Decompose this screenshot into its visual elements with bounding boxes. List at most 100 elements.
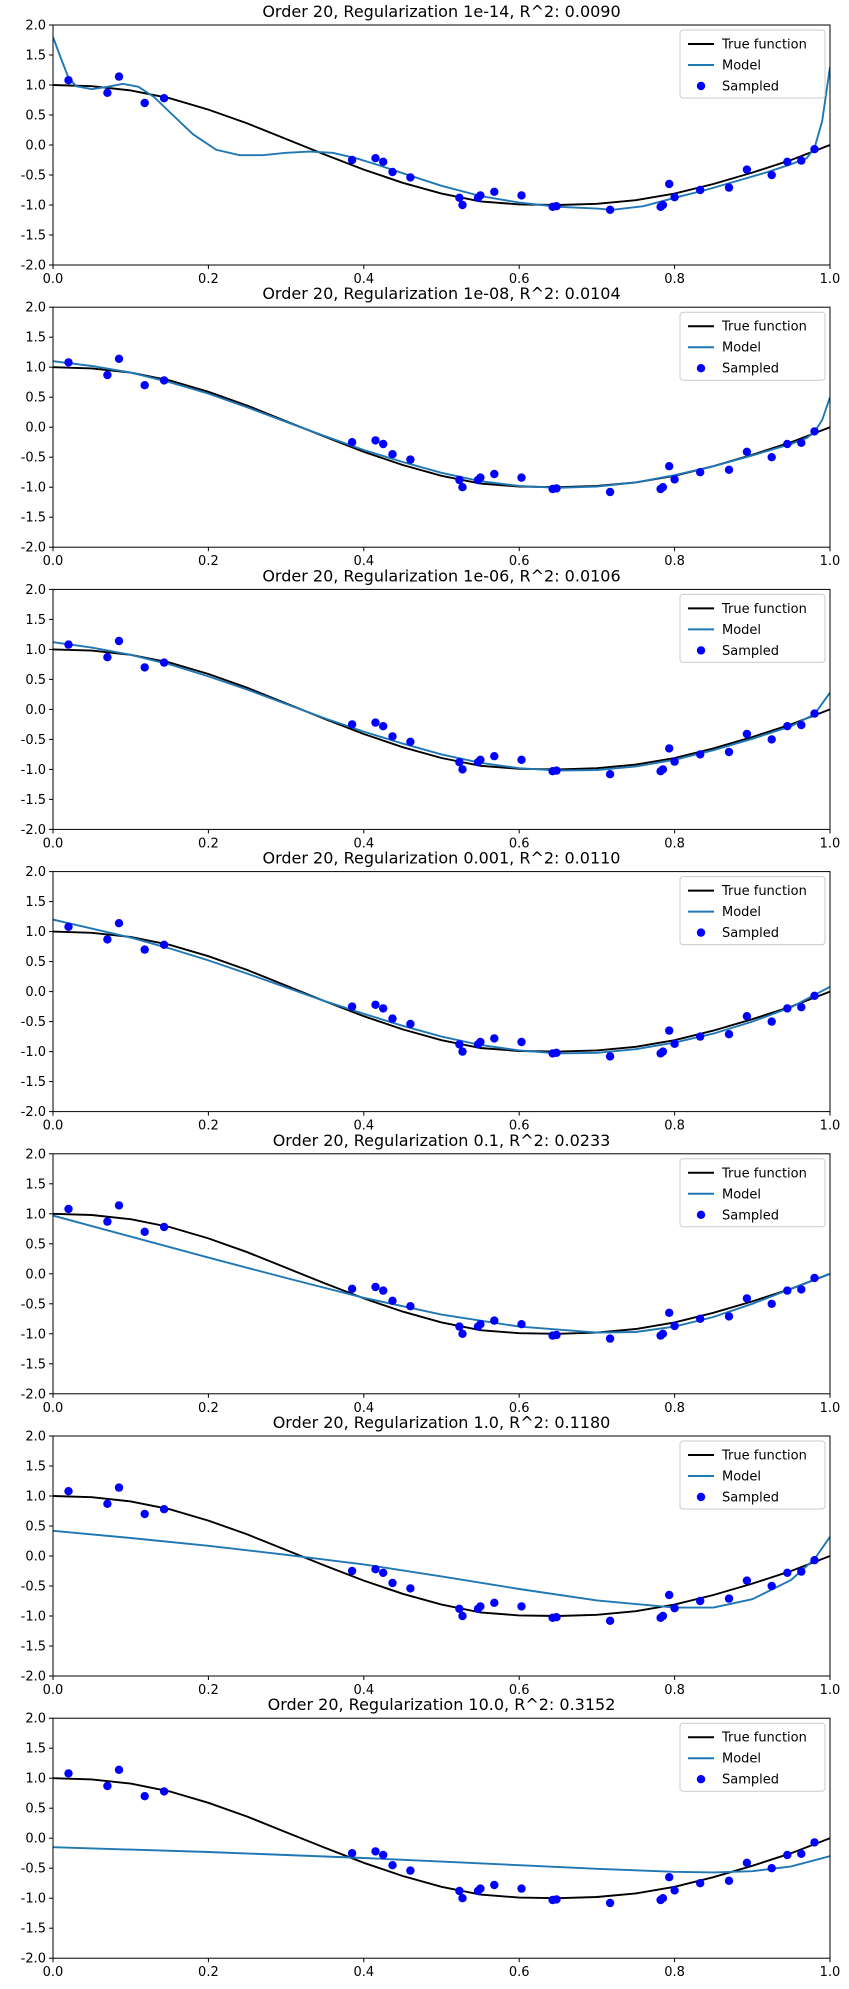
sampled-point [658, 1894, 668, 1903]
legend-sampled-label: Sampled [722, 1491, 779, 1506]
sampled-point [490, 1316, 499, 1325]
legend-sampled-swatch [696, 1210, 706, 1220]
chart-title: Order 20, Regularization 1.0, R^2: 0.118… [273, 1413, 611, 1432]
y-tick-label: -1.5 [21, 793, 46, 808]
sampled-point [670, 1321, 679, 1331]
subplot-5: Order 20, Regularization 0.1, R^2: 0.023… [21, 1131, 841, 1416]
x-tick-label: 0.6 [509, 1119, 530, 1134]
y-tick-label: -1.0 [21, 1045, 46, 1060]
sampled-point [64, 1769, 73, 1778]
y-tick-label: 1.0 [25, 643, 46, 658]
x-tick-label: 0.2 [198, 554, 219, 569]
sampled-point [406, 455, 415, 464]
legend-box [679, 1440, 826, 1510]
y-tick-label: -2.0 [21, 1670, 46, 1685]
x-tick-label: 0.0 [43, 1119, 64, 1134]
x-tick-label: 0.8 [664, 1401, 685, 1416]
x-tick-label: 0.0 [43, 1401, 64, 1416]
sampled-point [605, 1898, 615, 1908]
true-function-line [53, 1777, 830, 1900]
legend-sampled-swatch [696, 364, 706, 373]
sampled-point [388, 1296, 397, 1306]
sampled-point [797, 438, 806, 447]
y-tick-label: 1.5 [25, 613, 46, 628]
sampled-point [517, 1320, 526, 1329]
sampled-point [476, 1602, 485, 1611]
sampled-point [458, 1329, 467, 1339]
sampled-point [455, 1322, 464, 1331]
x-tick-label: 0.2 [198, 836, 219, 851]
sampled-point [458, 200, 467, 210]
y-tick-label: -2.0 [21, 1105, 46, 1120]
sampled-point [347, 155, 357, 165]
sampled-point [388, 1861, 397, 1870]
sampled-point [552, 1895, 561, 1904]
sampled-point [458, 765, 467, 774]
y-tick-label: -1.0 [21, 481, 46, 496]
legend: True function Model Sampled [679, 1158, 826, 1228]
sampled-point [455, 193, 464, 202]
sampled-point [476, 473, 485, 482]
sampled-point [724, 183, 734, 192]
y-tick-label: 2.0 [25, 1147, 46, 1162]
y-tick-label: 1.5 [25, 895, 46, 910]
y-tick-label: 1.0 [25, 79, 46, 94]
sampled-point [114, 636, 124, 646]
sampled-point [665, 462, 674, 471]
sampled-point [605, 1052, 615, 1061]
x-tick-label: 0.4 [353, 1401, 374, 1416]
sampled-point [696, 1032, 705, 1041]
subplot-1: Order 20, Regularization 1e-14, R^2: 0.0… [21, 2, 841, 287]
sampled-point [159, 1505, 169, 1514]
legend-model-label: Model [722, 59, 761, 74]
true-function-line [53, 366, 830, 489]
sampled-point [552, 1048, 561, 1058]
y-tick-label: 0.0 [25, 1267, 46, 1282]
sampled-point [742, 729, 752, 739]
y-tick-label: 2.0 [25, 301, 46, 316]
x-tick-label: 0.4 [353, 1965, 374, 1980]
sampled-point [490, 1880, 499, 1890]
x-tick-label: 0.2 [198, 272, 219, 287]
sampled-point [379, 1568, 388, 1578]
x-tick-label: 0.6 [509, 554, 530, 569]
x-tick-label: 1.0 [820, 1119, 841, 1134]
sampled-point [517, 473, 526, 482]
sampled-point [455, 1040, 464, 1049]
sampled-point [371, 718, 380, 727]
y-tick-label: -0.5 [21, 169, 46, 184]
sampled-point [670, 1604, 679, 1613]
sampled-point [347, 438, 357, 447]
y-tick-label: 0.0 [25, 1550, 46, 1565]
y-tick-label: 0.0 [25, 985, 46, 1000]
sampled-point [552, 1613, 561, 1622]
y-tick-label: 1.5 [25, 331, 46, 346]
sampled-point [783, 1568, 792, 1578]
sampled-point [388, 450, 397, 459]
sampled-point [767, 453, 776, 462]
sampled-point [64, 922, 73, 931]
x-tick-label: 0.6 [509, 836, 530, 851]
sampled-point [64, 1487, 73, 1496]
x-tick-label: 0.0 [43, 1683, 64, 1698]
sampled-point [140, 945, 149, 954]
legend-model-label: Model [722, 1470, 761, 1485]
sampled-point [103, 370, 112, 380]
sampled-point [658, 483, 668, 492]
sampled-point [517, 755, 526, 764]
y-tick-label: 0.0 [25, 421, 46, 436]
sampled-point [455, 758, 464, 767]
sampled-point [371, 154, 380, 163]
sampled-point [797, 1003, 806, 1012]
sampled-point [670, 475, 679, 484]
sampled-point [767, 1581, 776, 1591]
chart-title: Order 20, Regularization 1e-06, R^2: 0.0… [262, 566, 620, 585]
y-tick-label: -1.0 [21, 199, 46, 214]
sampled-point [810, 1838, 819, 1847]
sampled-point [371, 1000, 380, 1009]
legend: True function Model Sampled [679, 593, 826, 663]
sampled-point [742, 447, 752, 456]
sampled-point [458, 1894, 467, 1903]
legend-box [679, 1722, 826, 1792]
x-tick-label: 0.8 [664, 554, 685, 569]
